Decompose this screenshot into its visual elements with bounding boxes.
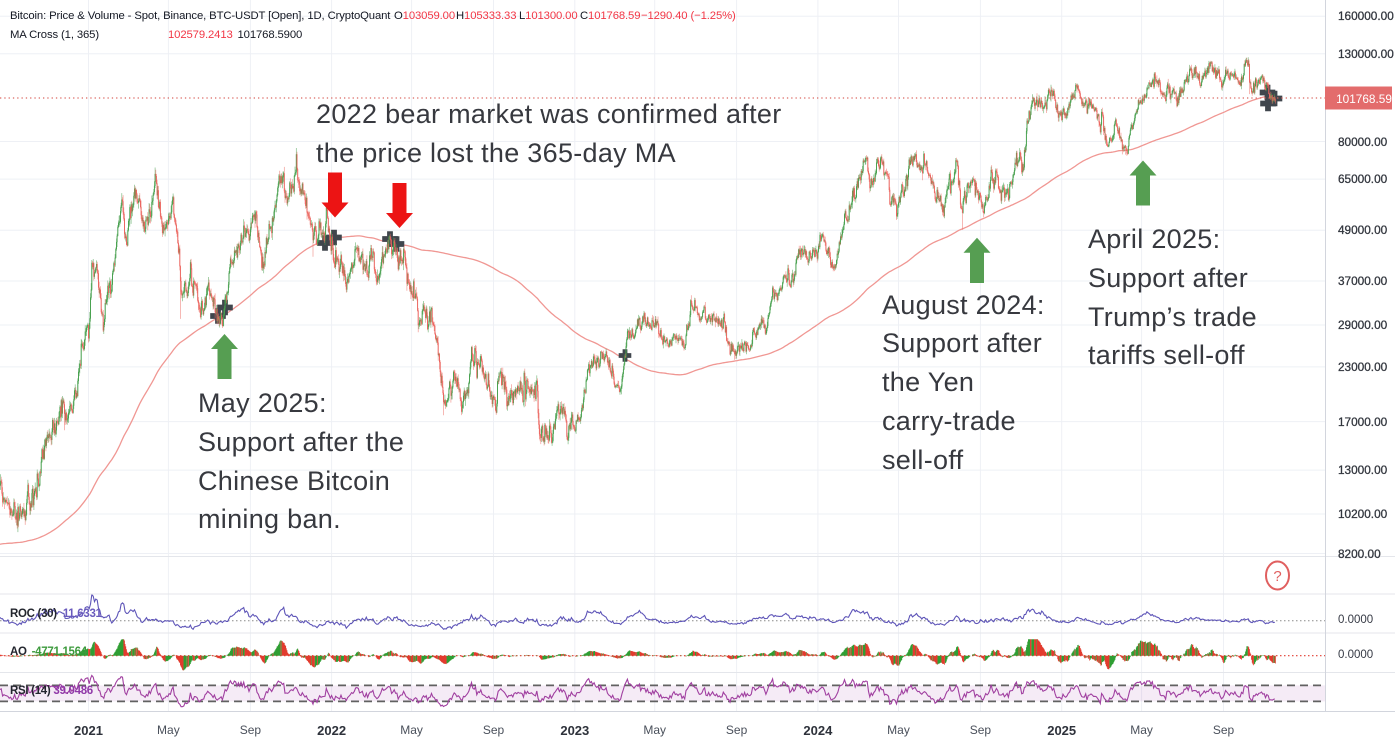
svg-text:?: ?	[1273, 568, 1281, 585]
